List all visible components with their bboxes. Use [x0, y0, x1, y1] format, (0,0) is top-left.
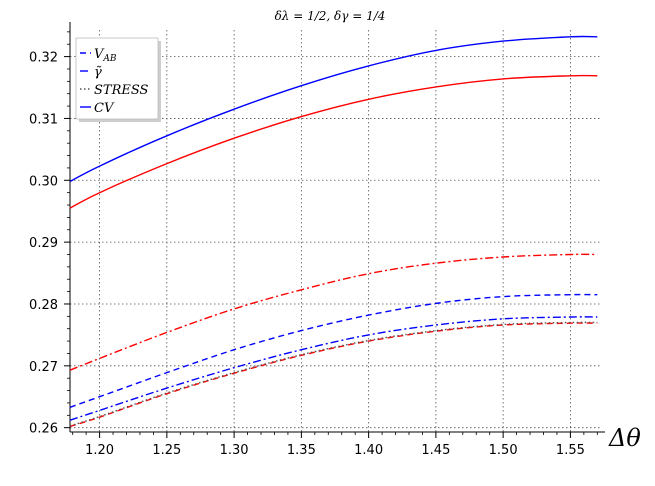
y-tick-label: 0.31 — [29, 112, 58, 127]
legend-label: CV — [94, 101, 115, 116]
x-tick-label: 1.45 — [421, 443, 450, 458]
x-axis-label: Δθ — [608, 424, 641, 452]
axes: 1.20 1.25 1.30 1.35 1.40 1.45 1.50 1.55 0.26 0.27… — [29, 22, 605, 458]
legend-label: STRESS — [94, 83, 149, 98]
series-line — [69, 321, 598, 427]
series-line — [69, 293, 598, 408]
x-tick-label: 1.40 — [354, 443, 383, 458]
series-line — [69, 253, 598, 371]
x-tick-label: 1.50 — [489, 443, 518, 458]
y-tick-label: 0.28 — [29, 298, 58, 313]
x-tick-label: 1.30 — [220, 443, 249, 458]
legend-box — [75, 37, 159, 120]
legend-label: γ̃ — [94, 65, 102, 80]
y-tick-label: 0.27 — [29, 360, 58, 375]
x-tick-label: 1.20 — [85, 443, 114, 458]
y-tick-label: 0.30 — [29, 174, 58, 189]
y-tick-label: 0.29 — [29, 236, 58, 251]
x-tick-label: 1.25 — [152, 443, 181, 458]
series-line — [69, 74, 598, 209]
x-tick-label: 1.35 — [287, 443, 316, 458]
series-group — [69, 35, 598, 428]
series-line — [69, 35, 598, 183]
y-tick-label: 0.32 — [29, 51, 58, 66]
chart-title: δλ = 1/2, δγ = 1/4 — [275, 9, 386, 23]
series-line — [69, 316, 598, 421]
x-tick-label: 1.55 — [556, 443, 585, 458]
y-tick-label: 0.26 — [29, 422, 58, 437]
